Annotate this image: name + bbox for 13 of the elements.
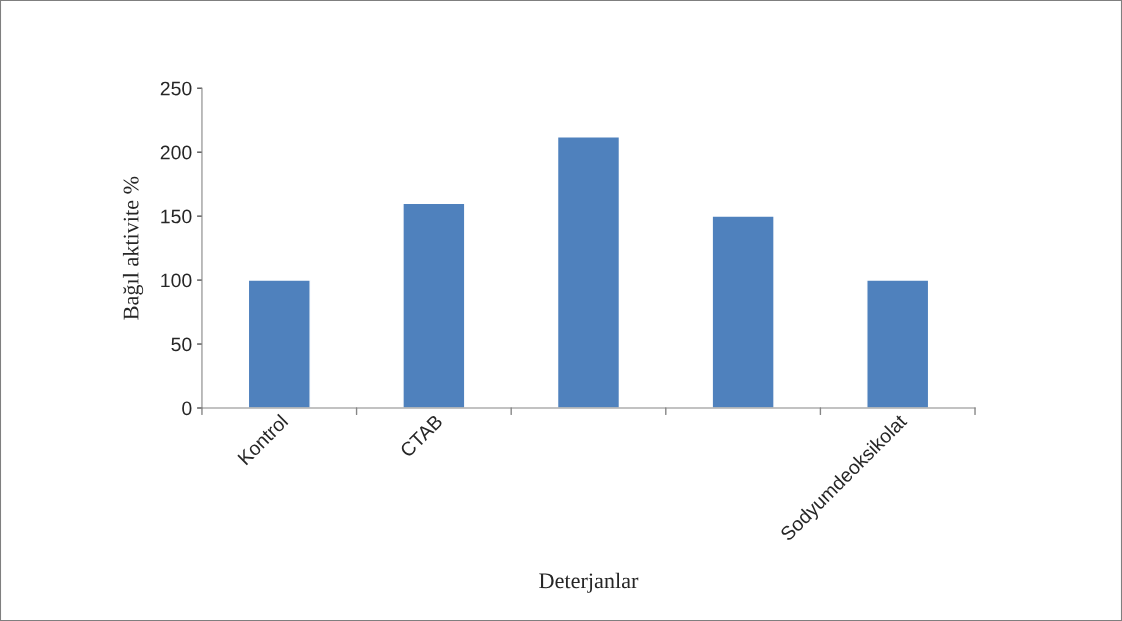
y-tick-label: 200 [160,145,192,160]
bar [866,279,930,408]
y-tick-label: 250 [160,81,192,96]
bar [402,202,466,408]
y-tick-label: 50 [171,337,192,352]
y-axis-title: Bağıl aktivite % [122,176,144,320]
y-tick-label: 0 [182,401,192,416]
y-tick-label: 100 [161,273,192,288]
bar [247,279,311,408]
y-tick-label: 150 [161,209,192,224]
bar [556,136,621,408]
bar [711,215,775,408]
x-axis-title: Deterjanlar [539,572,639,593]
